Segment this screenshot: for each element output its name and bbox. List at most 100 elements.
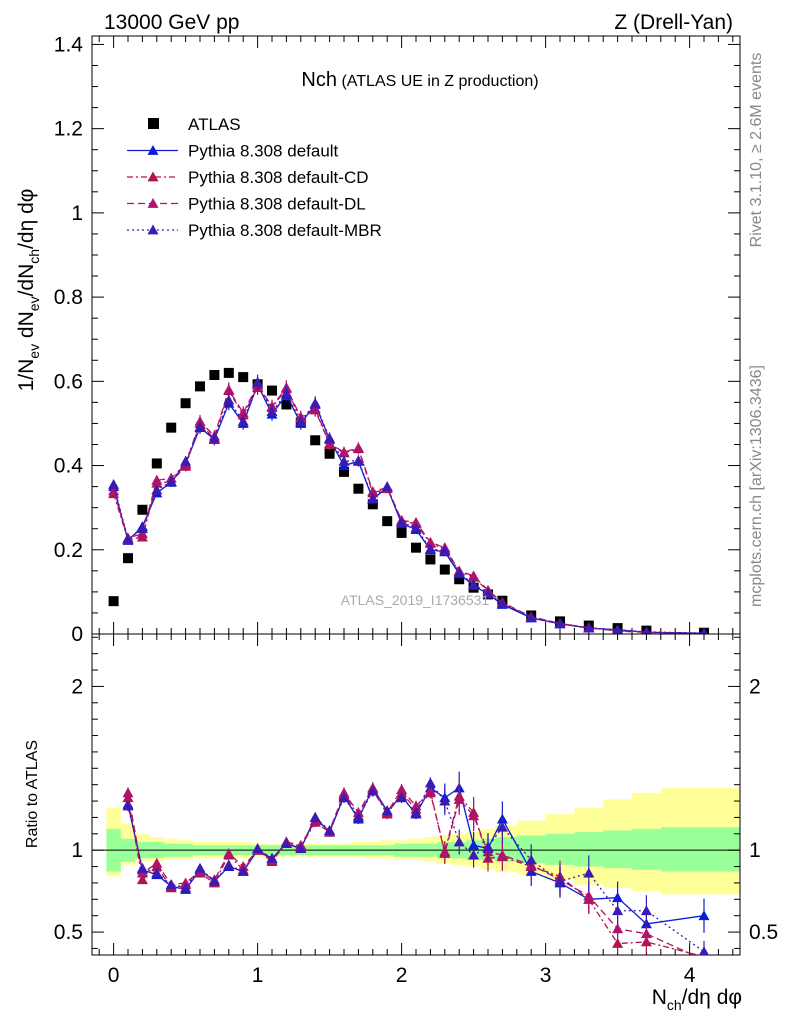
y-tick-label: 1 <box>71 202 83 225</box>
header-right: Z (Drell-Yan) <box>614 11 733 34</box>
legend-label: Pythia 8.308 default-MBR <box>188 221 382 240</box>
marker-mbr <box>554 618 566 629</box>
y-tick-label: 1.2 <box>54 118 83 141</box>
legend-marker-dl <box>147 198 159 208</box>
marker-dl <box>640 928 652 939</box>
y-tick-label: 0.4 <box>54 455 84 478</box>
marker-mbr <box>295 843 307 853</box>
marker-mbr <box>612 905 624 916</box>
marker-mbr <box>352 454 364 465</box>
legend-label: Pythia 8.308 default <box>188 142 339 161</box>
data-point-atlas <box>339 466 349 477</box>
marker-mbr <box>280 387 292 398</box>
legend-label: Pythia 8.308 default-DL <box>188 195 366 214</box>
marker-mbr <box>496 598 508 609</box>
data-point-atlas <box>382 516 393 527</box>
plot-title-main: Nch <box>301 69 337 91</box>
data-point-atlas <box>238 372 249 383</box>
marker-mbr <box>180 455 192 466</box>
data-point-atlas <box>180 398 191 409</box>
marker-mbr <box>396 516 408 527</box>
marker-mbr <box>338 455 350 466</box>
marker-dl <box>108 485 120 496</box>
legend-marker-cd <box>147 171 159 182</box>
marker-dl <box>122 787 134 798</box>
y-tick-label-right: 2 <box>749 675 761 698</box>
data-point-atlas <box>137 504 148 515</box>
marker-dl <box>612 923 624 934</box>
marker-mbr <box>108 479 120 489</box>
marker-mbr <box>136 523 148 534</box>
y-tick-label: 0.6 <box>54 370 83 393</box>
data-point-atlas <box>324 448 335 459</box>
header-left: 13000 GeV pp <box>104 11 239 34</box>
marker-mbr <box>410 807 422 817</box>
legend-marker-mbr <box>147 224 159 235</box>
marker-mbr <box>525 854 537 865</box>
uncertainty-band-outer <box>106 787 740 895</box>
data-point-atlas <box>367 499 378 510</box>
plot-title-sub: (ATLAS UE in Z production) <box>341 73 538 90</box>
y-tick-label: 2 <box>71 675 83 698</box>
marker-dl <box>468 570 480 581</box>
marker-mbr <box>381 481 393 492</box>
marker-mbr <box>280 838 292 849</box>
marker-mbr <box>381 805 393 816</box>
marker-dl <box>223 847 235 858</box>
y-tick-label: 0 <box>71 623 83 646</box>
legend-marker-default <box>147 145 159 155</box>
marker-mbr <box>496 821 508 832</box>
watermark: ATLAS_2019_I1736531 <box>341 592 490 608</box>
marker-mbr <box>136 862 148 873</box>
lower-panel: 0 1 2 3 4 0.5 0.5 1 1 2 2 Ratio to ATLAS Nch/dη dφ <box>24 633 778 1013</box>
x-tick-label: 4 <box>684 964 696 987</box>
y-axis-label-top: 1/Nev dNev/dNch/dη dφ <box>15 189 42 392</box>
marker-mbr <box>396 792 408 803</box>
x-tick-label: 0 <box>108 964 120 987</box>
marker-mbr <box>583 622 595 633</box>
marker-mbr <box>165 879 177 889</box>
data-point-atlas <box>425 554 436 565</box>
marker-dl <box>367 486 379 497</box>
legend: ATLAS Pythia 8.308 default Pythia 8.308 de… <box>127 115 382 240</box>
data-point-atlas <box>439 564 450 575</box>
marker-mbr <box>583 867 595 878</box>
x-tick-label: 2 <box>396 964 408 987</box>
series-line-mbr <box>112 380 705 634</box>
marker-dl <box>410 800 422 811</box>
marker-mbr <box>338 792 350 803</box>
marker-dl <box>439 847 451 858</box>
marker-mbr <box>180 882 192 893</box>
x-tick-label: 3 <box>540 964 552 987</box>
marker-mbr <box>309 397 321 408</box>
y-tick-label: 0.5 <box>54 921 83 944</box>
marker-mbr <box>424 543 436 554</box>
legend-label: Pythia 8.308 default-CD <box>188 168 369 187</box>
marker-mbr <box>223 394 235 405</box>
marker-dl <box>352 442 364 453</box>
mcplots-label: mcplots.cern.ch [arXiv:1306.3436] <box>748 365 765 607</box>
marker-mbr <box>208 432 220 443</box>
marker-dl <box>338 446 350 457</box>
data-point-atlas <box>195 381 205 392</box>
marker-mbr <box>309 811 321 822</box>
marker-mbr <box>367 785 379 796</box>
marker-dl <box>136 528 148 539</box>
marker-mbr <box>640 905 652 916</box>
y-tick-label: 1.4 <box>54 33 84 56</box>
marker-dl <box>424 536 436 547</box>
upper-panel: 0 0.2 0.4 0.6 0.8 1 1.2 1.4 Nch (ATLAS UE in Z … <box>15 33 741 895</box>
marker-mbr <box>700 627 708 634</box>
data-point-atlas <box>396 527 407 538</box>
marker-mbr <box>223 859 235 870</box>
data-point-atlas <box>454 574 465 585</box>
marker-mbr <box>324 825 336 835</box>
marker-cd <box>612 938 624 948</box>
marker-mbr <box>266 406 278 417</box>
y-tick-label: 0.2 <box>54 539 83 562</box>
marker-mbr <box>237 865 249 876</box>
marker-mbr <box>122 800 134 811</box>
marker-mbr <box>266 852 278 863</box>
marker-mbr <box>554 875 566 886</box>
marker-dl <box>496 849 508 860</box>
